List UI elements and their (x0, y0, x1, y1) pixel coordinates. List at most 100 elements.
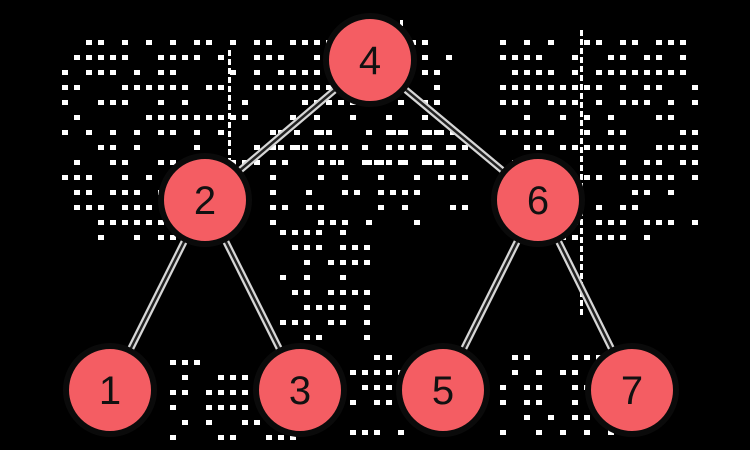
backdrop-dot (500, 100, 506, 105)
backdrop-dot (122, 100, 128, 105)
backdrop-dot (524, 115, 530, 120)
backdrop-dot (122, 55, 128, 60)
backdrop-dot (338, 100, 344, 105)
node-label: 7 (621, 369, 643, 413)
backdrop-dot (656, 160, 662, 165)
node-label: 4 (359, 39, 381, 83)
backdrop-dot (608, 430, 614, 435)
backdrop-dot (500, 400, 506, 405)
backdrop-dot (366, 220, 372, 225)
backdrop-dot (620, 55, 626, 60)
backdrop-dot (364, 245, 370, 250)
backdrop-dot (386, 355, 392, 360)
backdrop-dot (282, 205, 288, 210)
backdrop-dot (304, 260, 310, 265)
backdrop-dot (668, 40, 674, 45)
backdrop-dot (450, 160, 456, 165)
backdrop-dot (580, 93, 583, 99)
backdrop-dot (572, 415, 578, 420)
node-label: 3 (289, 369, 311, 413)
backdrop-dot (692, 175, 698, 180)
backdrop-dot (580, 120, 583, 126)
backdrop-dot (644, 160, 650, 165)
node-label: 1 (99, 369, 121, 413)
node-circle (323, 13, 417, 107)
backdrop-dot (374, 370, 380, 375)
backdrop-dot (632, 205, 638, 210)
backdrop-dot (280, 230, 286, 235)
backdrop-dot (524, 70, 530, 75)
backdrop-dot (350, 370, 356, 375)
backdrop-dot (110, 100, 116, 105)
backdrop-dot (596, 145, 602, 150)
backdrop-dot (134, 85, 140, 90)
backdrop-dot (280, 275, 286, 280)
backdrop-dot (158, 100, 164, 105)
backdrop-dot (410, 145, 416, 150)
backdrop-dot (446, 55, 452, 60)
node-circle (253, 343, 347, 437)
backdrop-dot (278, 145, 284, 150)
backdrop-dot (242, 405, 248, 410)
backdrop-dot (632, 190, 638, 195)
backdrop-dot (548, 40, 554, 45)
backdrop-dot (270, 205, 276, 210)
backdrop-dot (572, 85, 578, 90)
backdrop-dot (182, 360, 188, 365)
backdrop-dot (74, 85, 80, 90)
backdrop-dot (402, 130, 408, 135)
backdrop-dot (74, 115, 80, 120)
backdrop-dot (680, 130, 686, 135)
backdrop-dot (328, 320, 334, 325)
backdrop-dot (422, 70, 428, 75)
node-circle (396, 343, 490, 437)
backdrop-dot (512, 130, 518, 135)
backdrop-dot (62, 85, 68, 90)
backdrop-dot (278, 85, 284, 90)
backdrop-dot (560, 100, 566, 105)
backdrop-dot (500, 40, 506, 45)
backdrop-dot (318, 205, 324, 210)
backdrop-dot (580, 174, 583, 180)
backdrop-dot (560, 85, 566, 90)
backdrop-dot (146, 205, 152, 210)
backdrop-dot (182, 390, 188, 395)
backdrop-dot (572, 400, 578, 405)
backdrop-dot (692, 220, 698, 225)
backdrop-dot (146, 85, 152, 90)
backdrop-dot (122, 85, 128, 90)
backdrop-dot (548, 70, 554, 75)
backdrop-dot (386, 385, 392, 390)
backdrop-dot (620, 70, 626, 75)
backdrop-dot (242, 390, 248, 395)
backdrop-dot (620, 100, 626, 105)
backdrop-dot (668, 70, 674, 75)
backdrop-dot (422, 40, 428, 45)
backdrop-dot (364, 290, 370, 295)
backdrop-dot (170, 390, 176, 395)
backdrop-dot (170, 130, 176, 135)
backdrop-dot (304, 245, 310, 250)
backdrop-dot (304, 275, 310, 280)
backdrop-dot (170, 40, 176, 45)
backdrop-dot (326, 85, 332, 90)
backdrop-dot (304, 305, 310, 310)
backdrop-dot (584, 85, 590, 90)
backdrop-dot (402, 205, 408, 210)
backdrop-dot (228, 122, 231, 128)
backdrop-dot (548, 415, 554, 420)
tree-node-5: 5 (396, 343, 490, 437)
backdrop-dot (314, 70, 320, 75)
backdrop-dot (608, 115, 614, 120)
backdrop-dot (398, 160, 404, 165)
node-label: 5 (432, 369, 454, 413)
backdrop-dot (644, 55, 650, 60)
backdrop-dot (122, 40, 128, 45)
backdrop-dot (206, 420, 212, 425)
backdrop-dot (608, 145, 614, 150)
backdrop-dot (170, 405, 176, 410)
backdrop-dot (386, 115, 392, 120)
backdrop-dot (318, 175, 324, 180)
backdrop-dot (362, 430, 368, 435)
